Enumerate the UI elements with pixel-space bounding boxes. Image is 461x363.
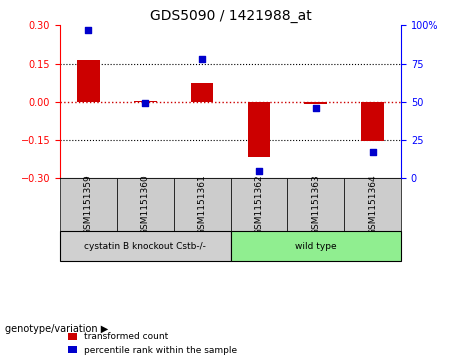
Point (255, 168, 263, 174)
Bar (361, 102, 384, 141)
Point (312, 105, 319, 111)
FancyBboxPatch shape (60, 231, 230, 261)
Point (255, 168, 263, 174)
FancyBboxPatch shape (287, 178, 344, 231)
Text: GSM1151360: GSM1151360 (141, 174, 150, 235)
Bar (134, 101, 157, 102)
Point (85, 27, 92, 33)
Text: GSM1151359: GSM1151359 (84, 174, 93, 235)
Bar (191, 83, 213, 102)
Text: GSM1151362: GSM1151362 (254, 174, 263, 235)
FancyBboxPatch shape (230, 178, 287, 231)
FancyBboxPatch shape (60, 178, 117, 231)
Point (85, 27, 92, 33)
FancyBboxPatch shape (174, 178, 230, 231)
Point (198, 56, 206, 62)
Title: GDS5090 / 1421988_at: GDS5090 / 1421988_at (150, 9, 311, 23)
Text: GSM1151363: GSM1151363 (311, 174, 320, 235)
Text: GSM1151361: GSM1151361 (198, 174, 207, 235)
Bar (304, 102, 327, 105)
Point (142, 101, 149, 106)
FancyBboxPatch shape (344, 178, 401, 231)
Bar (77, 60, 100, 102)
FancyBboxPatch shape (117, 178, 174, 231)
Text: GSM1151364: GSM1151364 (368, 174, 377, 235)
Legend: transformed count, percentile rank within the sample: transformed count, percentile rank withi… (65, 329, 241, 359)
Point (198, 56, 206, 62)
Point (369, 150, 376, 155)
Point (312, 105, 319, 111)
Point (369, 150, 376, 155)
Point (142, 101, 149, 106)
Text: cystatin B knockout Cstb-/-: cystatin B knockout Cstb-/- (84, 241, 206, 250)
Text: genotype/variation ▶: genotype/variation ▶ (5, 323, 108, 334)
FancyBboxPatch shape (230, 231, 401, 261)
Text: wild type: wild type (295, 241, 337, 250)
Bar (248, 102, 270, 157)
